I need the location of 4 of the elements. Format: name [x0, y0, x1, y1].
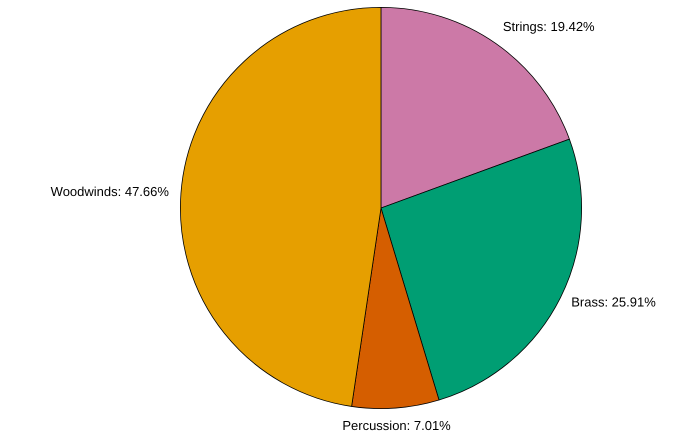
slice-label: Woodwinds: 47.66% — [50, 184, 170, 199]
slice-label: Brass: 25.91% — [571, 294, 656, 310]
slice-label: Strings: 19.42% — [502, 18, 596, 34]
slice-label: Percussion: 7.01% — [342, 418, 452, 434]
